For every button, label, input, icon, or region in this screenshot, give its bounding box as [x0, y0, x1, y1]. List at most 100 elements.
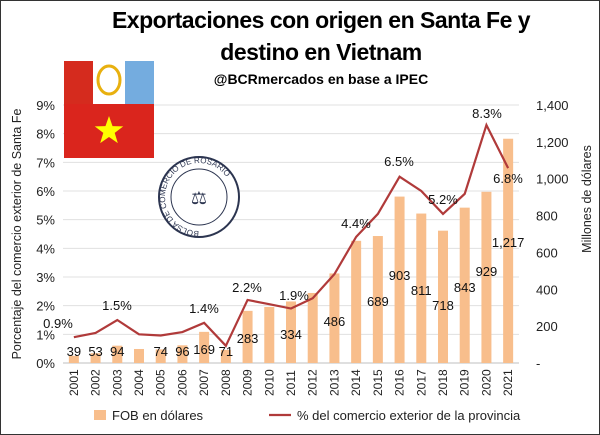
left-tick-label: 1%	[36, 327, 55, 342]
bar-label: 929	[476, 264, 498, 279]
left-tick-label: 4%	[36, 241, 55, 256]
x-tick-label: 2012	[306, 369, 320, 396]
line-label: 2.2%	[232, 280, 262, 295]
santa-fe-emblem-icon	[96, 64, 122, 96]
bar-2002	[90, 353, 101, 363]
x-tick-label: 2008	[219, 369, 233, 396]
x-tick-label: 2014	[349, 369, 363, 396]
x-tick-label: 2016	[393, 369, 407, 396]
line-label: 1.5%	[102, 298, 132, 313]
left-tick-label: 0%	[36, 356, 55, 371]
bar-label: 94	[110, 344, 124, 359]
bar-label: 811	[411, 283, 432, 298]
bar-label: 903	[389, 268, 411, 283]
percent-line	[73, 122, 510, 348]
right-tick-label: 1,400	[536, 98, 569, 113]
bar-2014	[351, 240, 362, 363]
line-label: 1.9%	[279, 288, 309, 303]
bar-label: 689	[367, 294, 389, 309]
bar-2008	[220, 349, 231, 363]
bar-label: 718	[432, 298, 454, 313]
bar-label: 1,217	[492, 235, 525, 250]
bar-label: 169	[193, 342, 215, 357]
x-tick-label: 2003	[110, 369, 124, 396]
x-tick-label: 2015	[371, 369, 385, 396]
line-label: 8.3%	[472, 106, 502, 121]
x-tick-label: 2017	[414, 369, 428, 396]
bar-2001	[68, 355, 79, 363]
right-tick-label: 400	[536, 282, 558, 297]
vietnam-star-icon	[94, 116, 124, 144]
bar-2021	[503, 138, 514, 363]
left-tick-label: 9%	[36, 98, 55, 113]
right-tick-label: 800	[536, 209, 558, 224]
x-tick-label: 2005	[154, 369, 168, 396]
bcr-seal-inner	[170, 168, 228, 226]
x-tick-label: 2001	[67, 369, 81, 396]
line-label: 1.4%	[189, 301, 219, 316]
line-label: 0.9%	[43, 316, 73, 331]
bar-label: 39	[67, 344, 81, 359]
right-tick-label: -	[536, 356, 540, 371]
bar-2013	[329, 273, 340, 363]
x-tick-label: 2018	[436, 369, 450, 396]
bar-2010	[264, 306, 275, 363]
santa-fe-flag-blue	[125, 61, 154, 105]
right-tick-label: 200	[536, 319, 558, 334]
x-tick-label: 2002	[89, 369, 103, 396]
x-tick-label: 2020	[479, 369, 493, 396]
bar-label: 283	[237, 331, 259, 346]
bar-2012	[307, 292, 318, 363]
bar-2011	[286, 301, 296, 363]
x-tick-label: 2021	[501, 369, 515, 396]
left-tick-label: 2%	[36, 299, 55, 314]
bar-2005	[155, 349, 166, 363]
x-tick-label: 2011	[284, 370, 298, 396]
left-tick-label: 8%	[36, 127, 55, 142]
bar-2006	[177, 345, 188, 363]
bar-label: 53	[88, 344, 102, 359]
left-tick-label: 7%	[36, 155, 55, 170]
left-tick-label: 6%	[36, 184, 55, 199]
chart-title-line1: Exportaciones con origen en Santa Fe y	[111, 7, 531, 33]
x-tick-label: 2006	[175, 369, 189, 396]
legend-swatch-bars	[94, 410, 106, 420]
right-tick-label: 1,000	[536, 172, 569, 187]
x-tick-label: 2009	[241, 369, 255, 396]
bar-label: 843	[454, 280, 476, 295]
legend-label-line: % del comercio exterior de la provincia	[297, 408, 521, 423]
bar-2016	[394, 196, 405, 363]
bar-2009	[242, 310, 253, 363]
bar-2018	[438, 230, 448, 363]
right-tick-label: 1,200	[536, 135, 569, 150]
x-tick-label: 2007	[197, 369, 211, 396]
bar-2020	[481, 191, 492, 363]
bar-2017	[416, 213, 427, 363]
bar-2007	[199, 331, 210, 363]
bar-2004	[134, 348, 144, 363]
bar-label: 334	[280, 327, 302, 342]
chart-title-line2: destino en Vietnam	[220, 39, 422, 65]
caduceus-icon: ⚖	[191, 188, 207, 208]
right-tick-label: 600	[536, 245, 558, 260]
left-tick-label: 3%	[36, 270, 55, 285]
x-tick-label: 2010	[262, 369, 276, 396]
line-label: 4.4%	[341, 216, 371, 231]
bar-2003	[112, 345, 123, 363]
x-tick-label: 2019	[458, 369, 472, 396]
legend-label-bars: FOB en dólares	[112, 408, 204, 423]
bar-2015	[372, 236, 383, 363]
bar-label: 71	[219, 344, 233, 359]
bar-label: 74	[153, 344, 167, 359]
left-tick-label: 5%	[36, 213, 55, 228]
line-label: 6.8%	[493, 171, 523, 186]
x-tick-label: 2004	[132, 369, 146, 396]
bar-2019	[459, 207, 470, 363]
bar-label: 486	[324, 314, 346, 329]
bar-label: 96	[175, 344, 189, 359]
line-label: 6.5%	[384, 154, 414, 169]
santa-fe-flag-red	[64, 61, 93, 105]
x-tick-label: 2013	[327, 369, 341, 396]
